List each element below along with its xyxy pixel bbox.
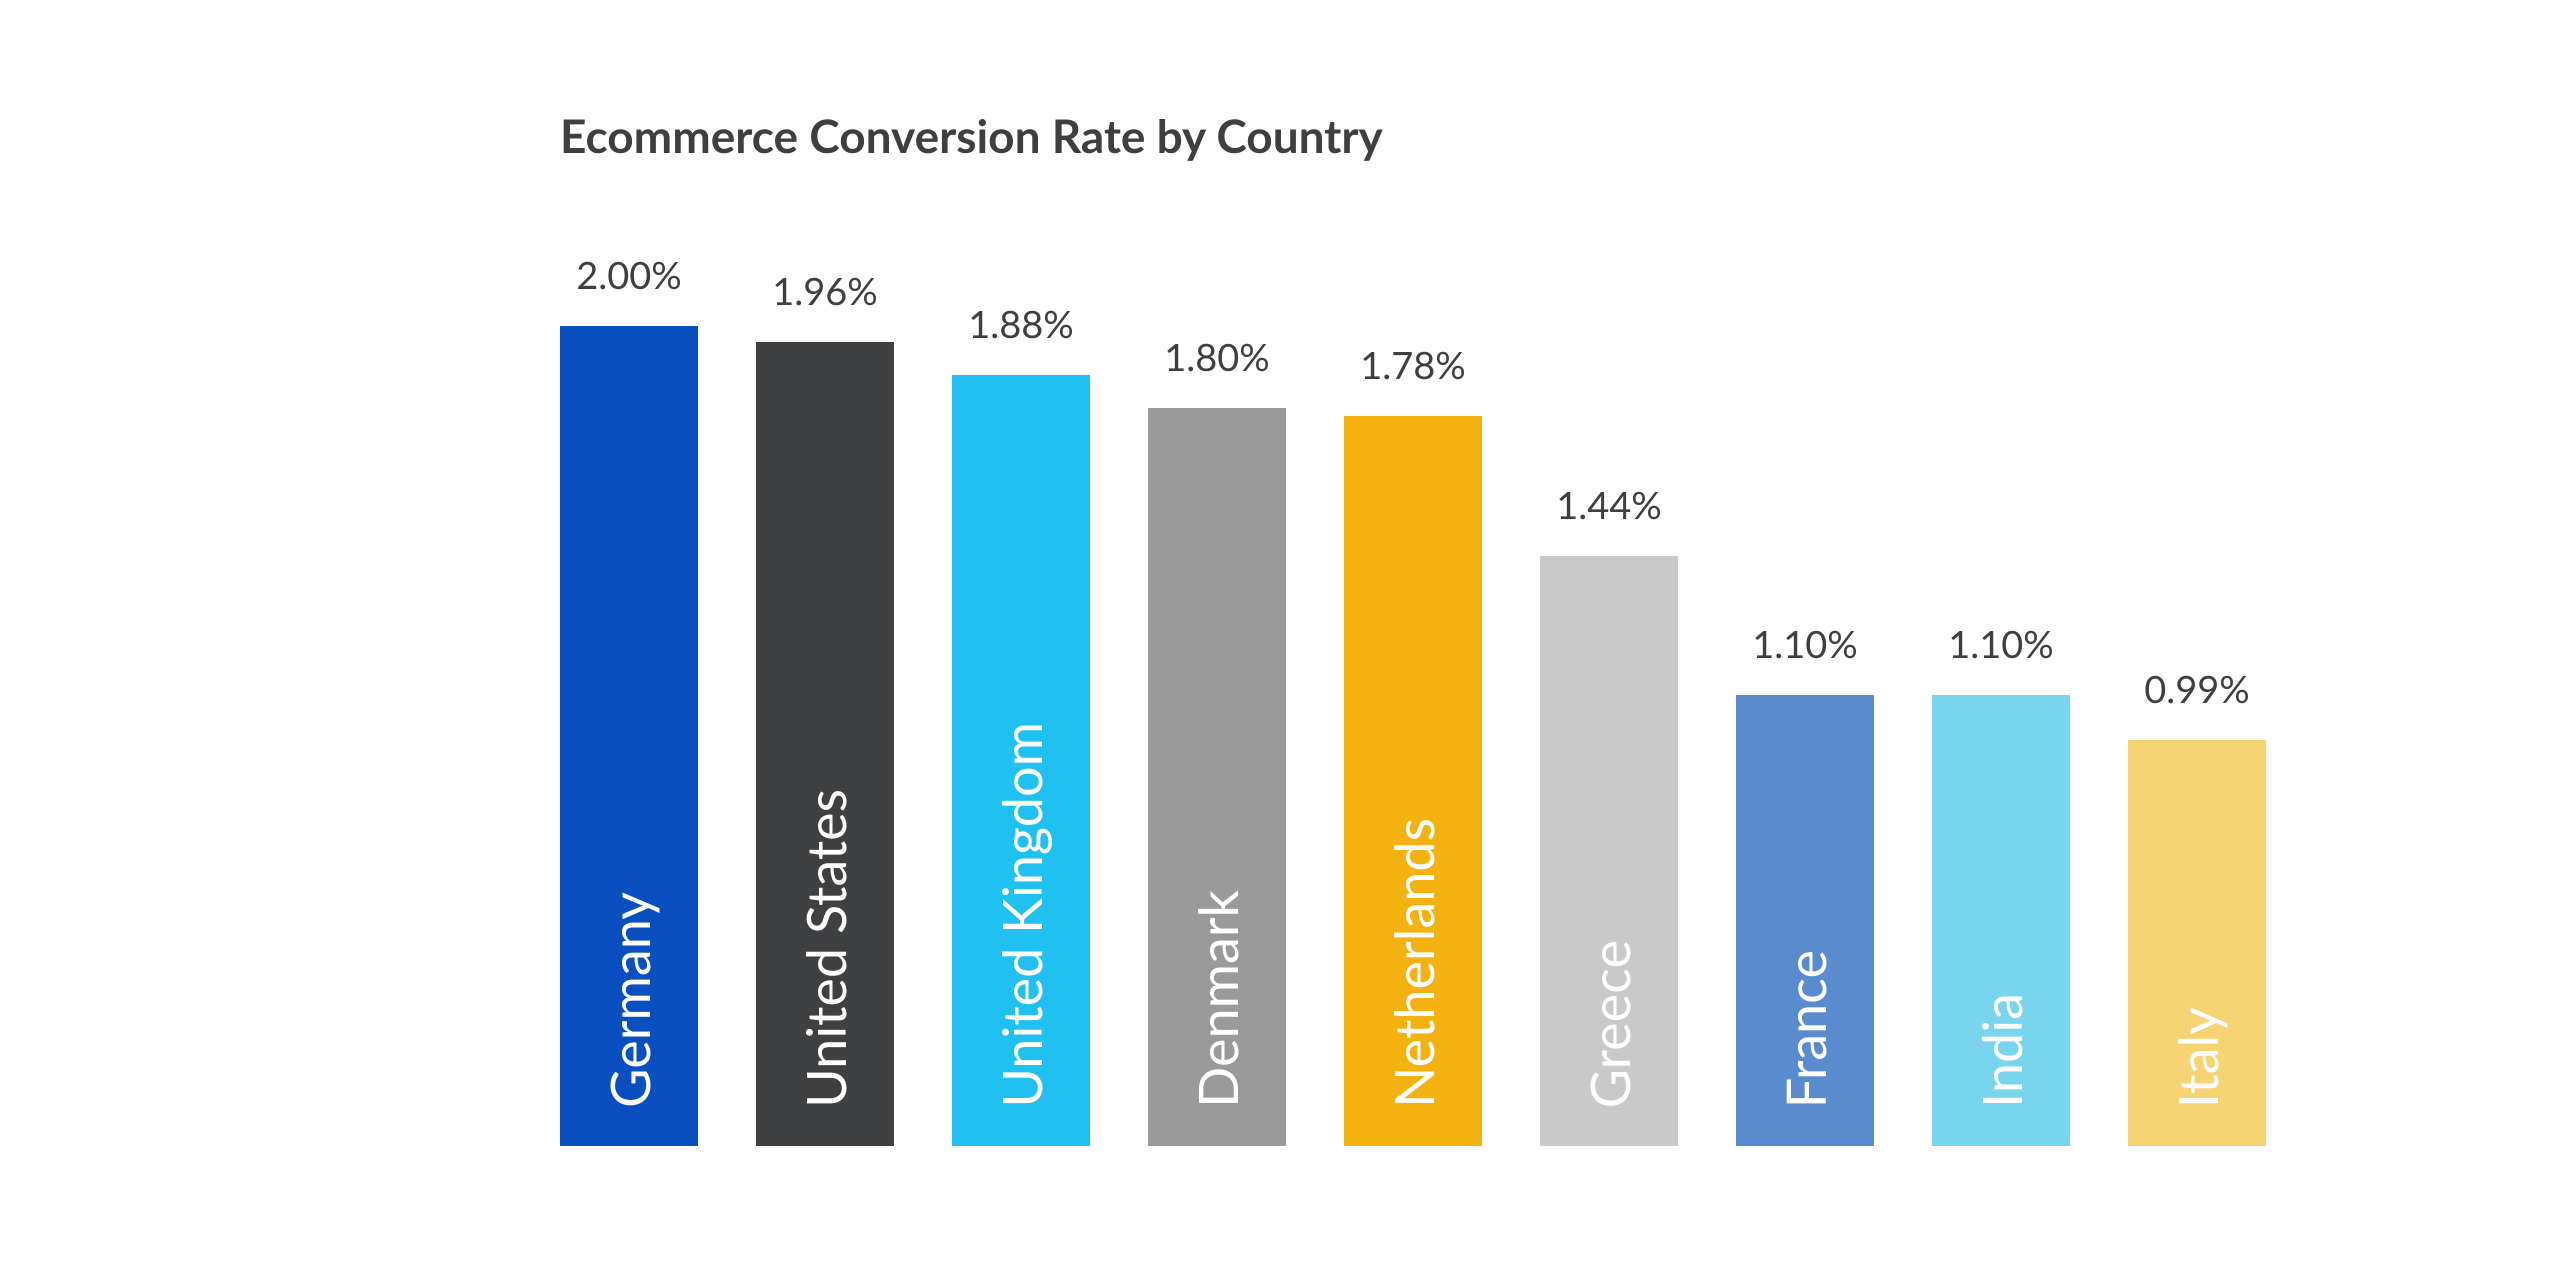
chart-title: Ecommerce Conversion Rate by Country <box>560 108 1383 163</box>
bar-value-label: 1.96% <box>772 268 878 314</box>
bar-value-label: 0.99% <box>2144 666 2250 712</box>
bar-category-label: India <box>1969 993 2034 1108</box>
bar: France <box>1736 695 1874 1146</box>
bar-value-label: 1.10% <box>1948 621 2054 667</box>
bar-category-label: Greece <box>1577 940 1642 1108</box>
bar-value-label: 2.00% <box>576 252 682 298</box>
bar-category-label: United States <box>793 789 858 1108</box>
bar-value-label: 1.88% <box>968 301 1074 347</box>
chart-canvas: Ecommerce Conversion Rate by Country 2.0… <box>0 0 2560 1277</box>
bar-group: 1.44% Greece <box>1540 238 1678 1146</box>
bar-value-label: 1.44% <box>1556 482 1662 528</box>
bar-group: 0.99% Italy <box>2128 238 2266 1146</box>
chart-plot-area: 2.00% Germany 1.96% United States 1.88% Unite… <box>560 238 2270 1146</box>
bar: Denmark <box>1148 408 1286 1146</box>
bar: Italy <box>2128 740 2266 1146</box>
bar-category-label: Denmark <box>1185 890 1250 1108</box>
bar-group: 1.88% United Kingdom <box>952 238 1090 1146</box>
bar-value-label: 1.78% <box>1360 342 1466 388</box>
bar-category-label: United Kingdom <box>989 722 1054 1108</box>
bar: Greece <box>1540 556 1678 1146</box>
bar-value-label: 1.10% <box>1752 621 1858 667</box>
bar: United Kingdom <box>952 375 1090 1146</box>
bar-group: 1.78% Netherlands <box>1344 238 1482 1146</box>
bar-group: 1.96% United States <box>756 238 894 1146</box>
bar-category-label: Germany <box>597 892 662 1108</box>
bar-value-label: 1.80% <box>1164 334 1270 380</box>
bar-category-label: France <box>1773 950 1838 1108</box>
bar-group: 1.10% India <box>1932 238 2070 1146</box>
bar: Netherlands <box>1344 416 1482 1146</box>
bar-group: 1.10% France <box>1736 238 1874 1146</box>
bar: India <box>1932 695 2070 1146</box>
bar-category-label: Netherlands <box>1381 818 1446 1108</box>
bar: United States <box>756 342 894 1146</box>
bar-group: 1.80% Denmark <box>1148 238 1286 1146</box>
bar-group: 2.00% Germany <box>560 238 698 1146</box>
bar: Germany <box>560 326 698 1146</box>
bar-category-label: Italy <box>2165 1007 2230 1108</box>
